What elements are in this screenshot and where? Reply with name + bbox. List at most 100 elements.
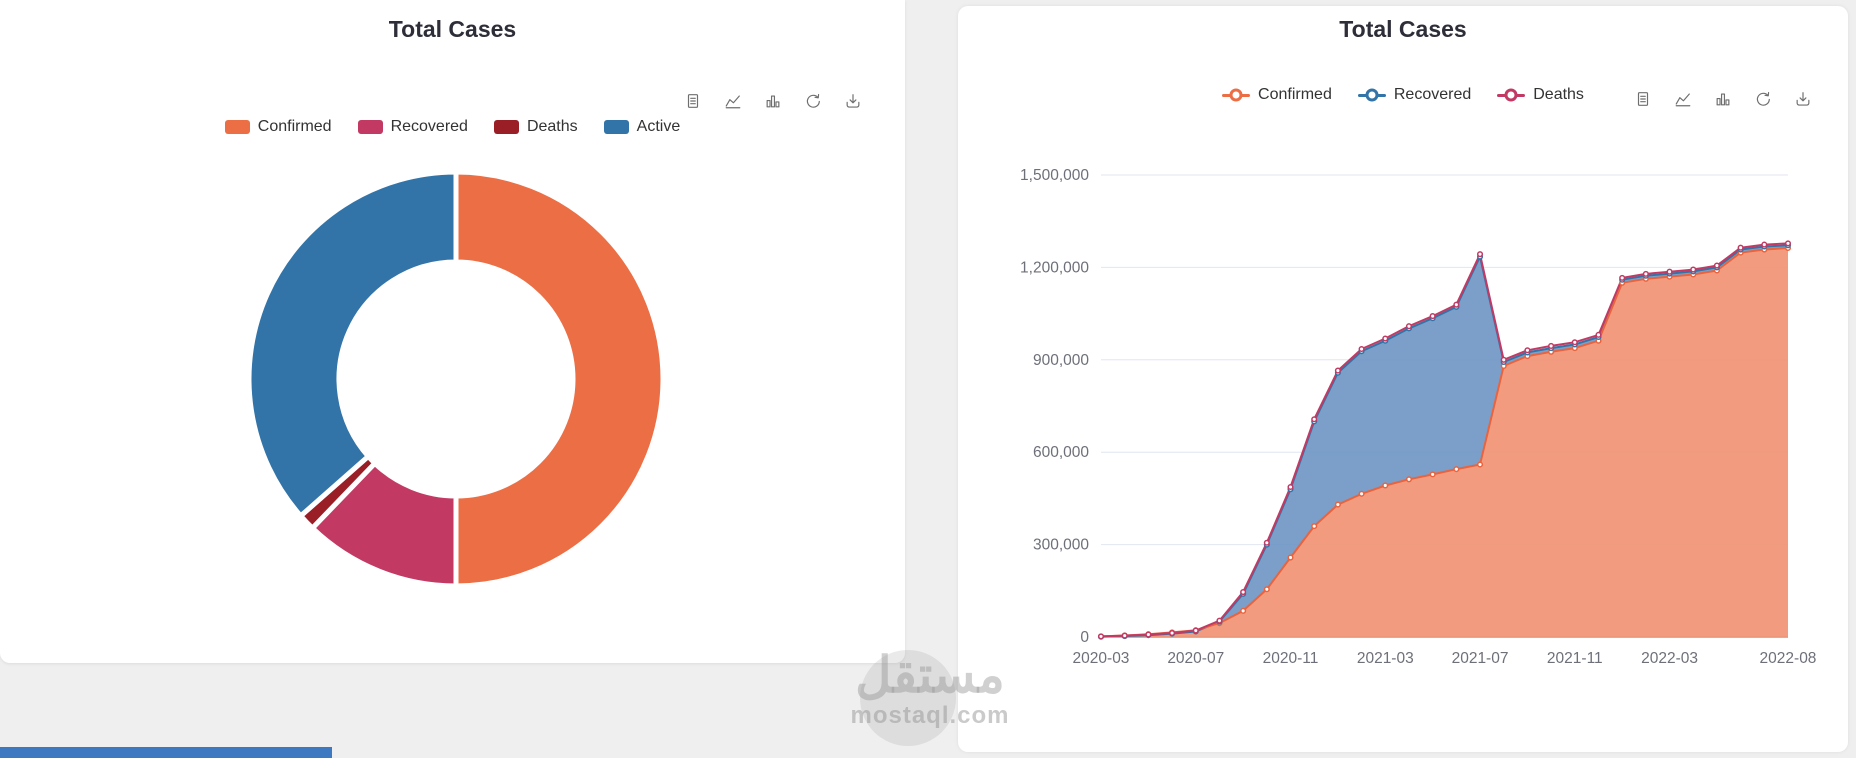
y-axis-label: 1,500,000	[1020, 167, 1089, 184]
data-point-deaths[interactable]	[1595, 331, 1602, 338]
x-axis-label: 2022-03	[1641, 650, 1698, 667]
data-point-deaths[interactable]	[1216, 617, 1223, 624]
donut-chart[interactable]	[226, 149, 686, 609]
restore-icon[interactable]	[804, 92, 822, 110]
data-point-confirmed[interactable]	[1453, 466, 1460, 473]
legend-swatch-confirmed	[224, 120, 250, 134]
data-point-deaths[interactable]	[1619, 274, 1626, 281]
data-point-deaths[interactable]	[1500, 356, 1507, 363]
data-point-deaths[interactable]	[1571, 339, 1578, 346]
x-axis-label: 2022-08	[1760, 650, 1817, 667]
data-point-deaths[interactable]	[1737, 244, 1744, 251]
legend-label-recovered: Recovered	[390, 118, 468, 135]
data-point-confirmed[interactable]	[1311, 523, 1318, 530]
legend-label-confirmed: Confirmed	[1258, 86, 1332, 103]
legend-marker-deaths	[1497, 88, 1526, 102]
data-point-deaths[interactable]	[1713, 262, 1720, 269]
donut-slice-active[interactable]	[246, 169, 459, 519]
data-point-deaths[interactable]	[1476, 251, 1484, 258]
data-point-confirmed[interactable]	[1429, 471, 1436, 478]
line-chart-icon[interactable]	[1674, 90, 1692, 108]
data-point-confirmed[interactable]	[1263, 586, 1270, 593]
data-point-confirmed[interactable]	[1287, 554, 1294, 561]
line-area-chart[interactable]: 0 300,000 600,000 900,000 1,200,000 1,500,000…	[958, 130, 1848, 710]
data-point-confirmed[interactable]	[1476, 461, 1484, 468]
legend-label-confirmed: Confirmed	[257, 118, 332, 135]
watermark-blob	[860, 650, 956, 746]
legend-swatch-recovered	[357, 120, 383, 134]
legend-item-active[interactable]: Active	[603, 118, 681, 136]
data-point-deaths[interactable]	[1311, 416, 1318, 423]
data-point-deaths[interactable]	[1429, 313, 1436, 320]
data-point-deaths[interactable]	[1145, 631, 1152, 638]
data-point-deaths[interactable]	[1405, 323, 1413, 330]
restore-icon[interactable]	[1754, 90, 1772, 108]
data-point-confirmed[interactable]	[1240, 607, 1247, 614]
data-point-deaths[interactable]	[1097, 633, 1105, 640]
data-point-deaths[interactable]	[1453, 301, 1460, 308]
series-band-recovered[interactable]	[1101, 245, 1788, 637]
series-area-confirmed[interactable]	[1101, 248, 1788, 637]
x-axis-label: 2020-11	[1263, 650, 1319, 667]
y-axis-label: 600,000	[1033, 444, 1089, 461]
data-point-deaths[interactable]	[1382, 335, 1389, 342]
y-axis-label: 1,200,000	[1020, 259, 1089, 276]
data-point-deaths[interactable]	[1524, 347, 1531, 354]
data-point-confirmed[interactable]	[1382, 482, 1389, 489]
data-point-deaths[interactable]	[1169, 629, 1176, 637]
legend-item-confirmed[interactable]: Confirmed	[1222, 86, 1332, 104]
legend-label-deaths: Deaths	[526, 118, 578, 135]
y-axis-label: 0	[1080, 629, 1089, 646]
legend-swatch-active	[603, 120, 629, 134]
download-icon[interactable]	[844, 92, 862, 110]
data-view-icon[interactable]	[1634, 90, 1652, 108]
line-chart-card: Total Cases Confirmed Recovered	[958, 6, 1848, 752]
legend-item-recovered[interactable]: Recovered	[357, 118, 468, 136]
bottom-left-blue-bar	[0, 747, 332, 758]
legend-item-deaths[interactable]: Deaths	[1497, 86, 1584, 104]
legend-item-deaths[interactable]: Deaths	[493, 118, 578, 136]
data-point-deaths[interactable]	[1548, 342, 1555, 349]
pie-chart-toolbar	[684, 92, 862, 110]
x-axis-label: 2020-03	[1073, 650, 1130, 667]
bar-chart-icon[interactable]	[764, 92, 782, 110]
data-point-deaths[interactable]	[1784, 240, 1792, 247]
data-point-deaths[interactable]	[1642, 270, 1649, 277]
download-icon[interactable]	[1794, 90, 1812, 108]
data-view-icon[interactable]	[684, 92, 702, 110]
data-point-deaths[interactable]	[1240, 588, 1247, 596]
legend-item-confirmed[interactable]: Confirmed	[224, 118, 332, 136]
line-chart-icon[interactable]	[724, 92, 742, 110]
data-point-deaths[interactable]	[1121, 632, 1128, 639]
data-point-deaths[interactable]	[1358, 345, 1365, 353]
data-point-deaths[interactable]	[1761, 241, 1768, 248]
legend-marker-recovered	[1357, 88, 1386, 102]
y-axis-label: 900,000	[1033, 352, 1089, 369]
line-chart-title: Total Cases	[1339, 16, 1467, 42]
data-point-deaths[interactable]	[1287, 483, 1294, 491]
data-point-deaths[interactable]	[1263, 539, 1270, 546]
pie-legend: Confirmed Recovered Deaths Active	[0, 118, 905, 136]
data-point-deaths[interactable]	[1192, 627, 1199, 634]
x-axis-label: 2021-07	[1452, 650, 1509, 667]
series-line-confirmed[interactable]	[1100, 247, 1789, 638]
bar-chart-icon[interactable]	[1714, 90, 1732, 108]
line-chart-toolbar	[1634, 90, 1812, 108]
legend-label-deaths: Deaths	[1533, 86, 1584, 103]
series-line-deaths[interactable]	[1100, 242, 1789, 638]
data-point-confirmed[interactable]	[1405, 476, 1413, 483]
legend-item-recovered[interactable]: Recovered	[1357, 86, 1472, 104]
x-axis-label: 2020-07	[1167, 650, 1224, 667]
data-point-confirmed[interactable]	[1358, 490, 1365, 497]
legend-swatch-deaths	[493, 120, 519, 134]
data-point-deaths[interactable]	[1334, 367, 1341, 374]
legend-label-active: Active	[636, 118, 681, 135]
data-point-confirmed[interactable]	[1334, 501, 1341, 508]
legend-label-recovered: Recovered	[1393, 86, 1472, 103]
data-point-deaths[interactable]	[1690, 266, 1697, 273]
x-axis-label: 2021-03	[1357, 650, 1414, 667]
pie-chart-title: Total Cases	[388, 16, 517, 42]
data-point-deaths[interactable]	[1666, 268, 1673, 275]
donut-slice-confirmed[interactable]	[453, 169, 666, 589]
